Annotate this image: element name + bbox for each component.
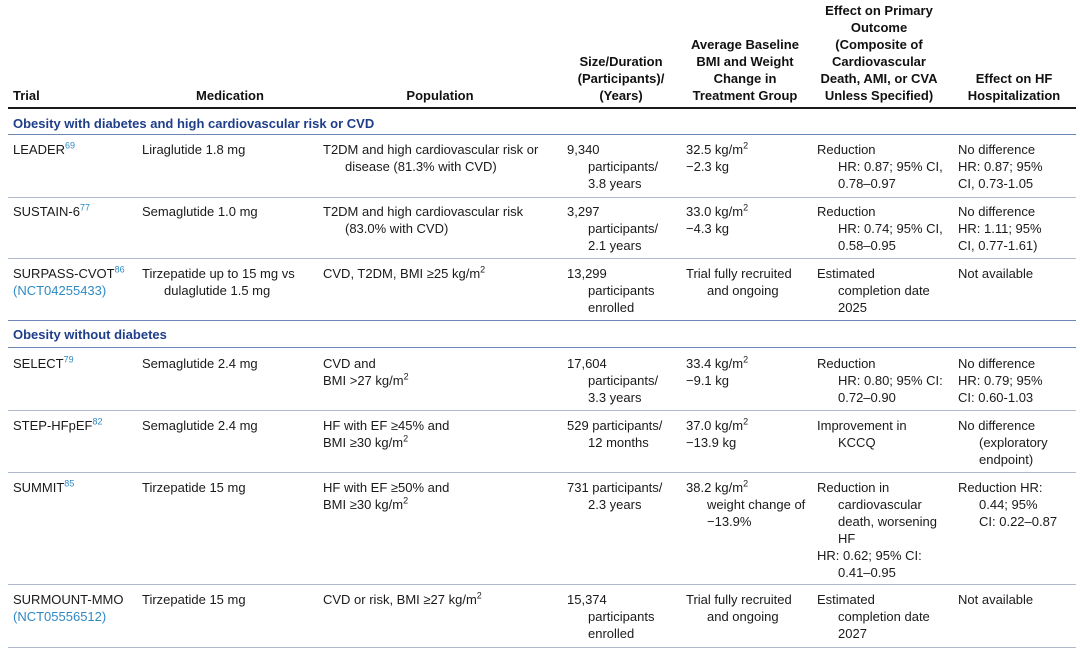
size-duration: 529 participants/12 months — [567, 418, 663, 450]
medication: Liraglutide 1.8 mg — [142, 142, 246, 157]
size-duration: 13,299 participants enrolled — [567, 266, 655, 315]
population: HF with EF ≥45% and BMI ≥30 kg/m2 — [323, 418, 450, 450]
medication: Tirzepatide 15 mg — [142, 480, 246, 495]
trial-name: STEP-HFpEF82 — [13, 416, 103, 433]
population: HF with EF ≥50% and BMI ≥30 kg/m2 — [323, 480, 450, 512]
section-rule — [8, 320, 1076, 321]
row-divider — [8, 584, 1076, 585]
primary-outcome: Reduction HR: 0.80; 95% CI: 0.72–0.90 — [817, 356, 943, 405]
trial-registry-link[interactable]: (NCT04255433) — [13, 283, 107, 298]
hf-effect: No difference HR: 0.87; 95% CI, 0.73-1.05 — [958, 142, 1043, 191]
size-duration: 15,374 participants enrolled — [567, 592, 655, 641]
trial-name: SUMMIT85 — [13, 478, 75, 495]
medication: Semaglutide 2.4 mg — [142, 418, 258, 433]
header-trial: Trial — [13, 88, 40, 103]
population: CVD and BMI >27 kg/m2 — [323, 356, 409, 388]
primary-outcome: Reduction in cardiovascular death, worse… — [817, 480, 938, 580]
bmi-weight: 38.2 kg/m2 weight change of −13.9% — [686, 478, 806, 529]
hf-effect: No difference (exploratory endpoint) — [958, 418, 1048, 467]
header-medication: Medication — [196, 88, 264, 103]
size-duration: 731 participants/2.3 years — [567, 480, 663, 512]
trial-name: SURPASS-CVOT86 (NCT04255433) — [13, 264, 125, 298]
population: CVD, T2DM, BMI ≥25 kg/m2 — [323, 264, 486, 281]
row-divider — [8, 647, 1076, 648]
section-title-diabetes: Obesity with diabetes and high cardiovas… — [13, 116, 375, 131]
population: T2DM and high cardiovascular risk or dise… — [323, 142, 539, 174]
size-duration: 9,340 participants/3.8 years — [567, 142, 659, 191]
medication: Tirzepatide 15 mg — [142, 592, 246, 607]
primary-outcome: Estimated completion date 2027 — [817, 592, 930, 641]
size-duration: 17,604 participants/3.3 years — [567, 356, 659, 405]
header-population: Population — [406, 88, 474, 103]
population: CVD or risk, BMI ≥27 kg/m2 — [323, 590, 482, 607]
header-hf: Effect on HF Hospitalization — [967, 71, 1061, 103]
trial-name: SURMOUNT-MMO (NCT05556512) — [13, 592, 124, 624]
hf-effect: Not available — [958, 592, 1034, 607]
header-primary-outcome: Effect on Primary Outcome (Composite of … — [820, 3, 938, 103]
primary-outcome: Reduction HR: 0.87; 95% CI, 0.78–0.97 — [817, 142, 943, 191]
hf-effect: No difference HR: 0.79; 95% CI: 0.60-1.03 — [958, 356, 1043, 405]
trial-name: LEADER69 — [13, 140, 76, 157]
row-divider — [8, 197, 1076, 198]
row-divider — [8, 472, 1076, 473]
header-rule — [8, 107, 1076, 109]
trial-name: SELECT79 — [13, 354, 74, 371]
bmi-weight: Trial fully recruited and ongoing — [686, 266, 792, 298]
hf-effect: No difference HR: 1.11; 95% CI, 0.77-1.61) — [958, 204, 1042, 253]
section-rule — [8, 347, 1076, 348]
row-divider — [8, 258, 1076, 259]
primary-outcome: Estimated completion date 2025 — [817, 266, 930, 315]
size-duration: 3,297 participants/2.1 years — [567, 204, 659, 253]
bmi-weight: 37.0 kg/m2 −13.9 kg — [686, 416, 749, 450]
hf-effect: Not available — [958, 266, 1034, 281]
medication: Semaglutide 1.0 mg — [142, 204, 258, 219]
primary-outcome: Improvement in KCCQ — [817, 418, 907, 450]
medication: Tirzepatide up to 15 mg vs dulaglutide 1.… — [142, 266, 295, 298]
bmi-weight: Trial fully recruited and ongoing — [686, 592, 792, 624]
bmi-weight: 32.5 kg/m2 −2.3 kg — [686, 140, 749, 174]
trial-name: SUSTAIN-677 — [13, 202, 90, 219]
header-size: Size/Duration (Participants)/ (Years) — [577, 54, 665, 103]
section-title-no-diabetes: Obesity without diabetes — [13, 327, 167, 342]
bmi-weight: 33.0 kg/m2 −4.3 kg — [686, 202, 749, 236]
trial-registry-link[interactable]: (NCT05556512) — [13, 609, 107, 624]
bmi-weight: 33.4 kg/m2 −9.1 kg — [686, 354, 749, 388]
hf-effect: Reduction HR: 0.44; 95% CI: 0.22–0.87 — [958, 480, 1058, 529]
row-divider — [8, 410, 1076, 411]
medication: Semaglutide 2.4 mg — [142, 356, 258, 371]
primary-outcome: Reduction HR: 0.74; 95% CI, 0.58–0.95 — [817, 204, 943, 253]
population: T2DM and high cardiovascular risk (83.0% … — [323, 204, 524, 236]
section-rule — [8, 134, 1076, 135]
header-bmi: Average Baseline BMI and Weight Change i… — [691, 37, 799, 103]
